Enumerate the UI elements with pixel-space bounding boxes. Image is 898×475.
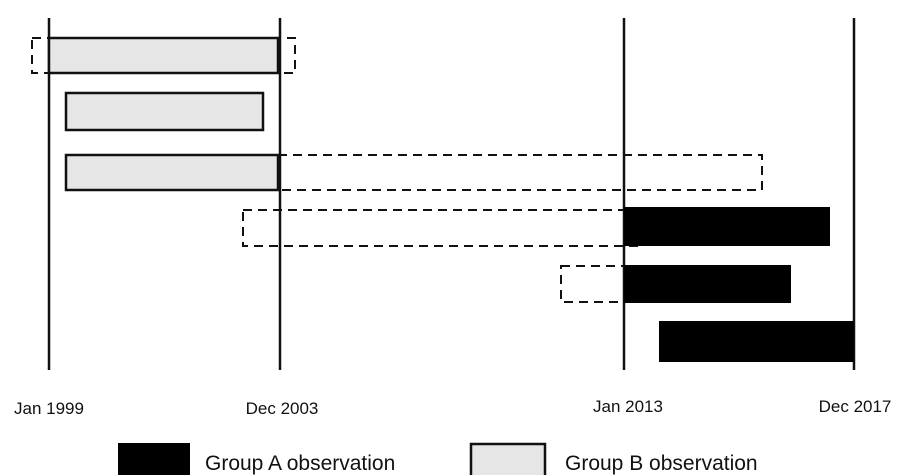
legend-label: Group A observation [205,452,395,475]
group-b-bar [47,36,280,75]
legend-label: Group B observation [565,452,758,475]
legend-swatch [118,443,190,475]
dashed-interval [560,265,625,303]
axis-label: Dec 2017 [819,397,892,416]
group-a-bar [624,265,791,303]
dashed-interval [242,209,641,247]
dashed-interval [277,154,763,191]
axis-label: Dec 2003 [246,399,319,418]
axis-label: Jan 2013 [593,397,663,416]
axis-label: Jan 1999 [14,399,84,418]
group-a-bar [659,321,854,362]
group-a-bar [624,207,830,246]
group-b-bar [64,91,265,132]
legend-swatch [469,442,547,475]
dashed-interval [31,37,296,74]
group-b-bar [64,153,280,192]
